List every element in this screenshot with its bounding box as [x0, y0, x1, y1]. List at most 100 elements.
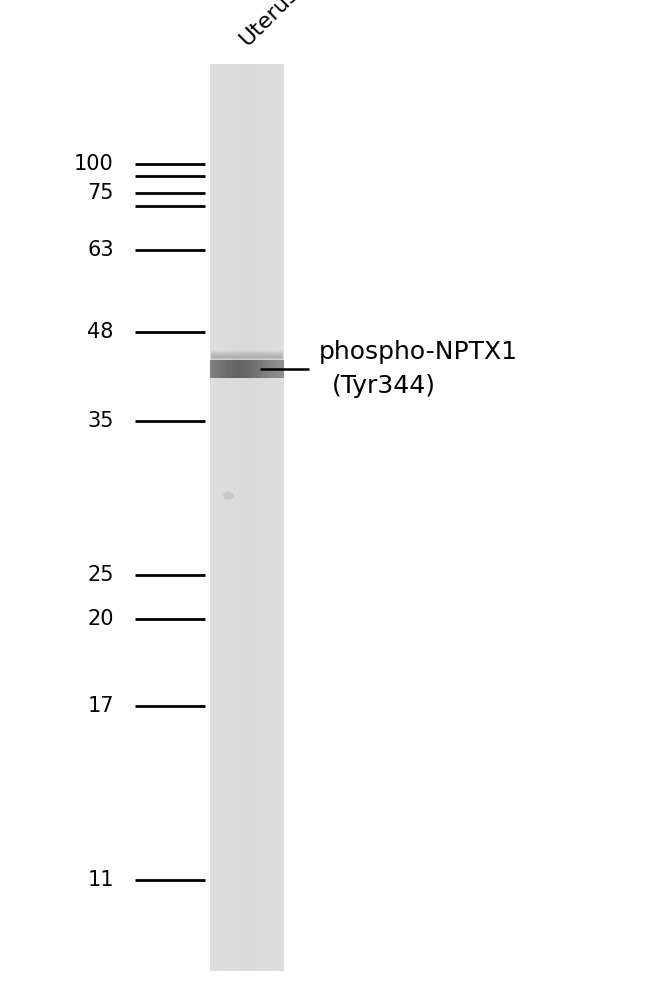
Bar — [229, 360, 231, 378]
Bar — [228, 360, 229, 378]
Bar — [250, 360, 251, 378]
Bar — [261, 64, 262, 971]
Bar — [248, 64, 249, 971]
Bar — [261, 360, 262, 378]
Bar — [273, 360, 274, 378]
Bar — [231, 360, 232, 378]
Bar — [211, 355, 283, 358]
Bar — [238, 64, 239, 971]
Bar — [253, 64, 254, 971]
Bar — [244, 360, 246, 378]
Bar — [278, 64, 279, 971]
Bar — [233, 64, 234, 971]
Text: 17: 17 — [87, 696, 114, 716]
Bar — [232, 360, 233, 378]
Bar — [283, 64, 285, 971]
Bar — [219, 64, 220, 971]
Bar — [234, 64, 235, 971]
Bar — [242, 360, 243, 378]
Bar — [268, 64, 270, 971]
Bar — [211, 350, 283, 352]
Bar — [224, 64, 225, 971]
Bar — [240, 64, 241, 971]
Bar — [220, 360, 221, 378]
Text: 48: 48 — [87, 322, 114, 342]
Bar — [213, 64, 215, 971]
Bar — [209, 64, 285, 971]
Bar — [227, 64, 228, 971]
Bar — [230, 64, 231, 971]
Bar — [256, 64, 257, 971]
Bar — [235, 360, 236, 378]
Bar — [239, 360, 240, 378]
Bar — [211, 357, 283, 360]
Text: 11: 11 — [87, 870, 114, 890]
Bar — [222, 64, 223, 971]
Bar — [225, 64, 226, 971]
Bar — [239, 64, 240, 971]
Bar — [241, 64, 242, 971]
Bar — [255, 360, 257, 378]
Bar — [211, 354, 283, 356]
Ellipse shape — [223, 492, 233, 499]
Bar — [266, 360, 267, 378]
Bar — [255, 64, 256, 971]
Bar — [277, 360, 278, 378]
Bar — [250, 64, 251, 971]
Bar — [267, 360, 268, 378]
Bar — [276, 64, 277, 971]
Bar — [265, 64, 266, 971]
Bar — [211, 354, 283, 357]
Bar — [229, 64, 230, 971]
Bar — [217, 64, 218, 971]
Bar — [268, 360, 270, 378]
Text: 63: 63 — [87, 240, 114, 260]
Bar — [279, 64, 280, 971]
Bar — [211, 350, 283, 353]
Bar — [220, 64, 221, 971]
Bar — [233, 360, 235, 378]
Bar — [278, 360, 280, 378]
Bar — [280, 64, 281, 971]
Bar — [211, 353, 283, 356]
Bar — [247, 360, 248, 378]
Bar — [242, 64, 243, 971]
Bar — [282, 360, 283, 378]
Bar — [211, 350, 283, 353]
Bar — [258, 64, 259, 971]
Bar — [276, 360, 277, 378]
Bar — [225, 360, 226, 378]
Bar — [244, 64, 245, 971]
Bar — [281, 64, 283, 971]
Bar — [270, 360, 272, 378]
Bar — [243, 360, 244, 378]
Bar — [259, 64, 260, 971]
Bar — [211, 357, 283, 359]
Bar — [217, 360, 218, 378]
Text: phospho-NPTX1: phospho-NPTX1 — [318, 340, 517, 364]
Bar — [257, 64, 258, 971]
Bar — [236, 360, 237, 378]
Bar — [211, 352, 283, 355]
Bar — [246, 360, 247, 378]
Bar — [211, 64, 213, 971]
Bar — [271, 64, 272, 971]
Text: 25: 25 — [87, 565, 114, 585]
Bar — [214, 360, 216, 378]
Bar — [274, 64, 275, 971]
Text: (Tyr344): (Tyr344) — [332, 374, 436, 397]
Bar — [262, 64, 263, 971]
Bar — [235, 64, 236, 971]
Bar — [226, 64, 228, 971]
Bar — [211, 352, 283, 354]
Bar — [273, 64, 274, 971]
Bar — [248, 360, 250, 378]
Bar — [259, 360, 261, 378]
Bar — [263, 360, 265, 378]
Bar — [214, 64, 215, 971]
Bar — [280, 360, 281, 378]
Bar — [263, 64, 264, 971]
Bar — [215, 64, 216, 971]
Bar — [209, 64, 211, 971]
Bar — [249, 64, 250, 971]
